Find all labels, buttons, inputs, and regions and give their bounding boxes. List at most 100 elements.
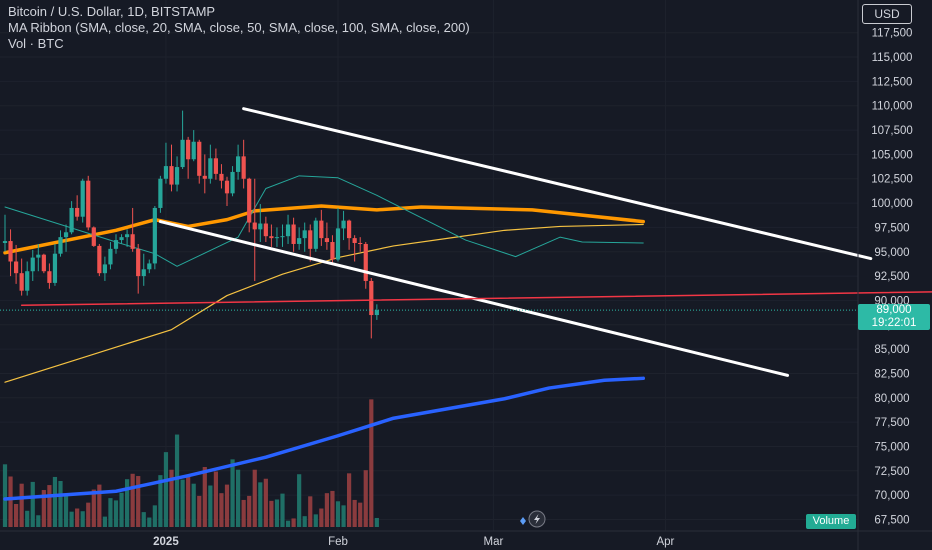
symbol-title[interactable]: Bitcoin / U.S. Dollar, 1D, BITSTAMP (8, 4, 216, 19)
trend-drawings[interactable] (20, 107, 932, 377)
candle-body (374, 310, 379, 316)
sma200-line (3, 376, 645, 501)
price-tick-label: 67,500 (874, 514, 909, 526)
volume-bar (180, 479, 185, 527)
candle-body (125, 234, 130, 238)
price-axis[interactable]: 67,500 70,000 72,500 75,000 77,500 80,000 82,5… (857, 0, 913, 550)
price-tick-label: 105,000 (871, 149, 913, 161)
volume-bar (324, 493, 329, 527)
candle-body (91, 227, 96, 246)
volume-bar (291, 518, 296, 527)
channel-trendline (242, 107, 873, 261)
candle-body (358, 242, 363, 244)
volume-bar (241, 499, 246, 527)
price-tick-label: 80,000 (874, 393, 909, 405)
candle-body (25, 271, 30, 291)
volume-bar (319, 508, 324, 527)
candle-body (41, 254, 46, 272)
volume-bar (258, 482, 263, 527)
last-price-value: 89,000 (876, 304, 912, 317)
volume-bar (36, 515, 41, 527)
candle-body (69, 207, 74, 233)
candle-body (180, 139, 185, 168)
volume-axis-badge[interactable]: Volume (806, 514, 856, 529)
volume-bar (141, 512, 146, 527)
candle-body (202, 175, 207, 179)
diamond-icon (520, 517, 526, 525)
candle-body (80, 180, 85, 217)
candle-body (52, 253, 58, 283)
currency-button[interactable]: USD (862, 4, 912, 24)
candle-body (263, 223, 268, 237)
time-axis[interactable]: 2025 Feb Mar Apr (0, 530, 932, 548)
volume-bar (374, 517, 379, 527)
candle-body (58, 237, 63, 254)
volume-bar (358, 502, 363, 527)
volume-bar (69, 511, 74, 527)
volume-bars (2, 399, 379, 527)
price-tick-label: 100,000 (871, 198, 913, 210)
candle-body (230, 171, 235, 194)
bar-countdown: 19:22:01 (871, 317, 917, 330)
volume-bar (80, 511, 85, 527)
volume-bar (274, 499, 280, 527)
candle-body (335, 228, 341, 260)
volume-bar (352, 499, 357, 527)
volume-bar (152, 505, 157, 527)
candle-body (147, 263, 152, 270)
volume-bar (130, 473, 135, 527)
candle-body (252, 222, 257, 230)
sma20-line (4, 175, 644, 267)
volume-bar (158, 475, 163, 527)
candle-body (363, 243, 368, 281)
volume-bar (208, 485, 213, 527)
candle-body (319, 220, 324, 239)
price-tick-label: 115,000 (872, 52, 913, 64)
volume-bar (97, 484, 102, 527)
volume-bar (313, 514, 318, 527)
candle-body (75, 207, 80, 217)
volume-bar (52, 476, 58, 527)
volume-bar (347, 473, 352, 527)
ma-ribbon (3, 175, 645, 501)
volume-bar (191, 483, 196, 527)
volume-bar (341, 505, 346, 527)
candle-body (197, 141, 202, 176)
candle-body (213, 158, 218, 174)
candle-body (174, 167, 180, 185)
candle-body (302, 230, 307, 239)
candle-body (158, 178, 163, 208)
candle-body (30, 257, 35, 272)
price-tick-label: 70,000 (874, 490, 909, 502)
volume-bar (163, 452, 169, 527)
price-tick-label: 110,000 (872, 101, 913, 113)
candle-body (291, 224, 296, 244)
ma-ribbon-legend[interactable]: MA Ribbon (SMA, close, 20, SMA, close, 5… (8, 20, 470, 35)
candle-body (241, 156, 246, 179)
candle-body (36, 254, 41, 258)
lightning-marker-icon[interactable] (520, 510, 546, 528)
lightning-icon (534, 514, 540, 524)
candle-body (169, 166, 174, 185)
candle-body (14, 261, 19, 274)
volume-bar (285, 520, 291, 527)
volume-bar (58, 480, 63, 527)
candle-body (141, 269, 146, 277)
volume-bar (86, 502, 91, 527)
volume-bar (186, 476, 191, 527)
volume-bar (219, 493, 224, 527)
candle-body (285, 224, 291, 237)
candle-body (47, 271, 52, 283)
volume-legend[interactable]: Vol · BTC (8, 36, 64, 51)
candle-body (369, 280, 374, 316)
volume-bar (363, 470, 368, 527)
candle-body (258, 223, 263, 230)
volume-bar (47, 485, 52, 527)
time-tick-label: 2025 (153, 536, 179, 548)
price-tick-label: 77,500 (874, 417, 909, 429)
price-tick-label: 72,500 (874, 466, 909, 478)
volume-bar (197, 495, 202, 527)
candle-body (274, 237, 280, 239)
volume-bar (174, 434, 180, 527)
